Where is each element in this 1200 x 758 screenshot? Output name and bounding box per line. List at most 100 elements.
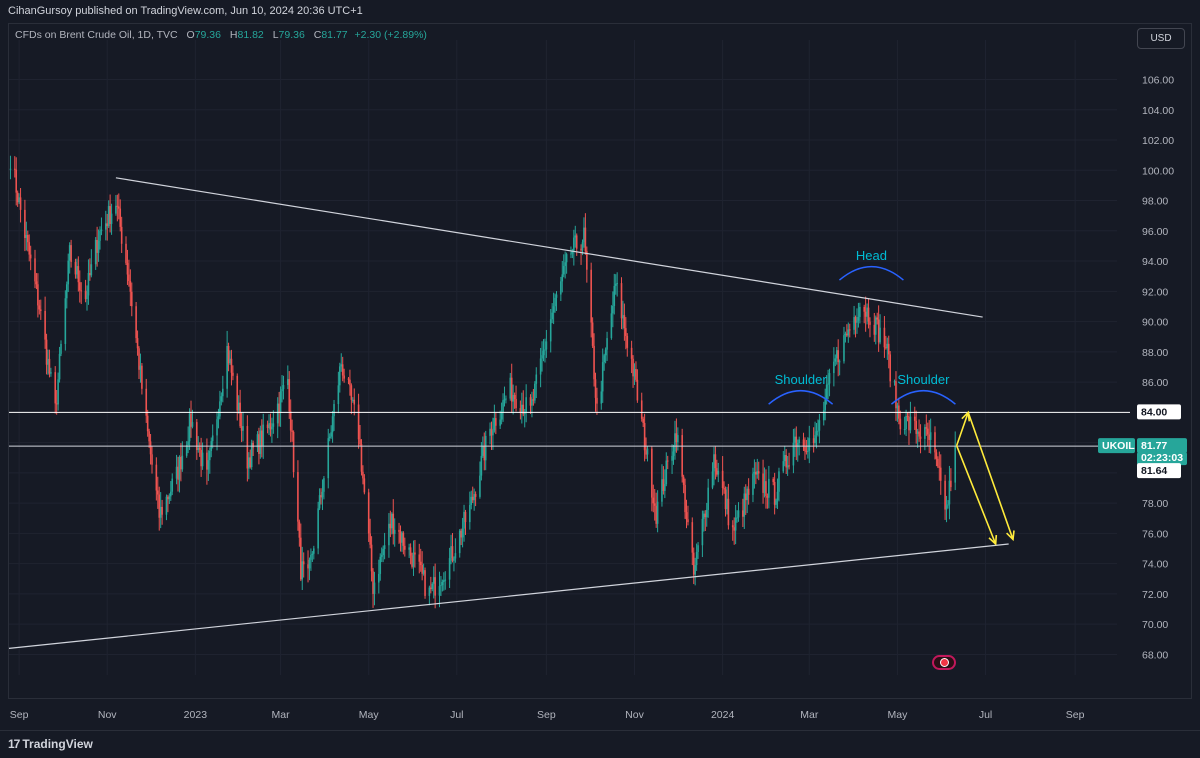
candle [541,341,543,372]
candle-body [886,343,889,349]
candle [939,454,942,495]
candle [106,213,109,241]
candle [848,323,851,338]
candle-body [252,442,254,448]
candle-body [794,436,796,443]
candle [349,369,351,396]
last-price-tag-text: 81.77 [1141,440,1167,452]
candle-body [50,372,52,374]
candle [411,552,413,569]
candle-body [503,399,506,401]
candle-body [9,168,12,170]
candle-body [197,447,200,450]
candle [948,465,951,520]
pattern-label: Shoulder [775,372,828,387]
candle-body [57,379,59,405]
candle-body [887,343,890,355]
candle-body [807,450,809,452]
candle-body [138,348,140,370]
candle [18,193,20,205]
candle [859,302,861,324]
currency-button[interactable]: USD [1137,28,1185,49]
candle [237,395,240,414]
candle-body [694,565,696,575]
candle [734,504,737,545]
candle [765,469,767,509]
candle [149,433,152,465]
candle [736,510,738,523]
candle-body [310,554,312,560]
candle [838,359,841,376]
candle [444,571,447,590]
candle [330,425,332,439]
candle-body [948,480,951,505]
candle-body [782,461,785,472]
candle [646,446,649,462]
candle-body [230,358,233,373]
candle-body [242,426,244,431]
candle [120,216,123,254]
candle [814,421,816,447]
candle [370,536,373,582]
candle [827,369,829,400]
candle [422,563,425,576]
candle-body [792,442,795,466]
candle [714,446,717,480]
candle [229,350,231,365]
candle-body [78,282,81,291]
candle-body [201,452,204,467]
candle-body [734,517,737,531]
candle-body [369,533,371,545]
candle-body [775,500,777,505]
candle [363,474,366,495]
candle [414,540,416,568]
candle-body [116,205,119,207]
candle-body [313,548,315,554]
last-price-tag-bg [1137,438,1187,454]
candle [430,576,432,594]
candle-body [614,283,617,286]
candle-body [947,504,949,506]
candle [470,490,473,510]
candle [378,559,380,594]
us-flag-icon[interactable] [932,655,956,670]
candle-body [544,349,546,351]
candle-body [554,297,556,307]
candle-body [656,501,659,524]
candle [340,353,343,372]
candle [116,194,119,222]
candle [677,427,679,451]
candle [86,285,88,311]
candle [161,499,163,525]
candle [94,237,97,270]
candle-body [26,234,29,243]
candle [279,386,282,427]
pattern-annotations: Shoulder Head Shoulder [768,248,956,405]
candle [834,354,837,367]
candle [515,385,517,412]
tradingview-brand[interactable]: 17 TradingView [8,737,93,751]
candle-body [90,264,93,276]
candle [126,249,129,285]
candle-body [583,227,585,243]
candle [180,443,182,482]
candle-body [535,374,538,384]
candle-body [731,525,734,528]
candle [301,546,304,591]
candle [9,155,12,180]
candle [278,392,280,427]
candle-body [906,415,909,418]
candle [484,430,487,471]
pattern-arc [838,266,904,281]
candle-body [662,479,665,491]
candle-body [219,401,221,417]
candle [35,273,38,290]
candle [746,486,748,514]
candle-body [84,290,87,300]
candle [380,547,383,563]
candle [503,386,506,407]
candle-body [28,242,31,255]
candle [158,486,161,531]
candle-body [674,433,676,452]
